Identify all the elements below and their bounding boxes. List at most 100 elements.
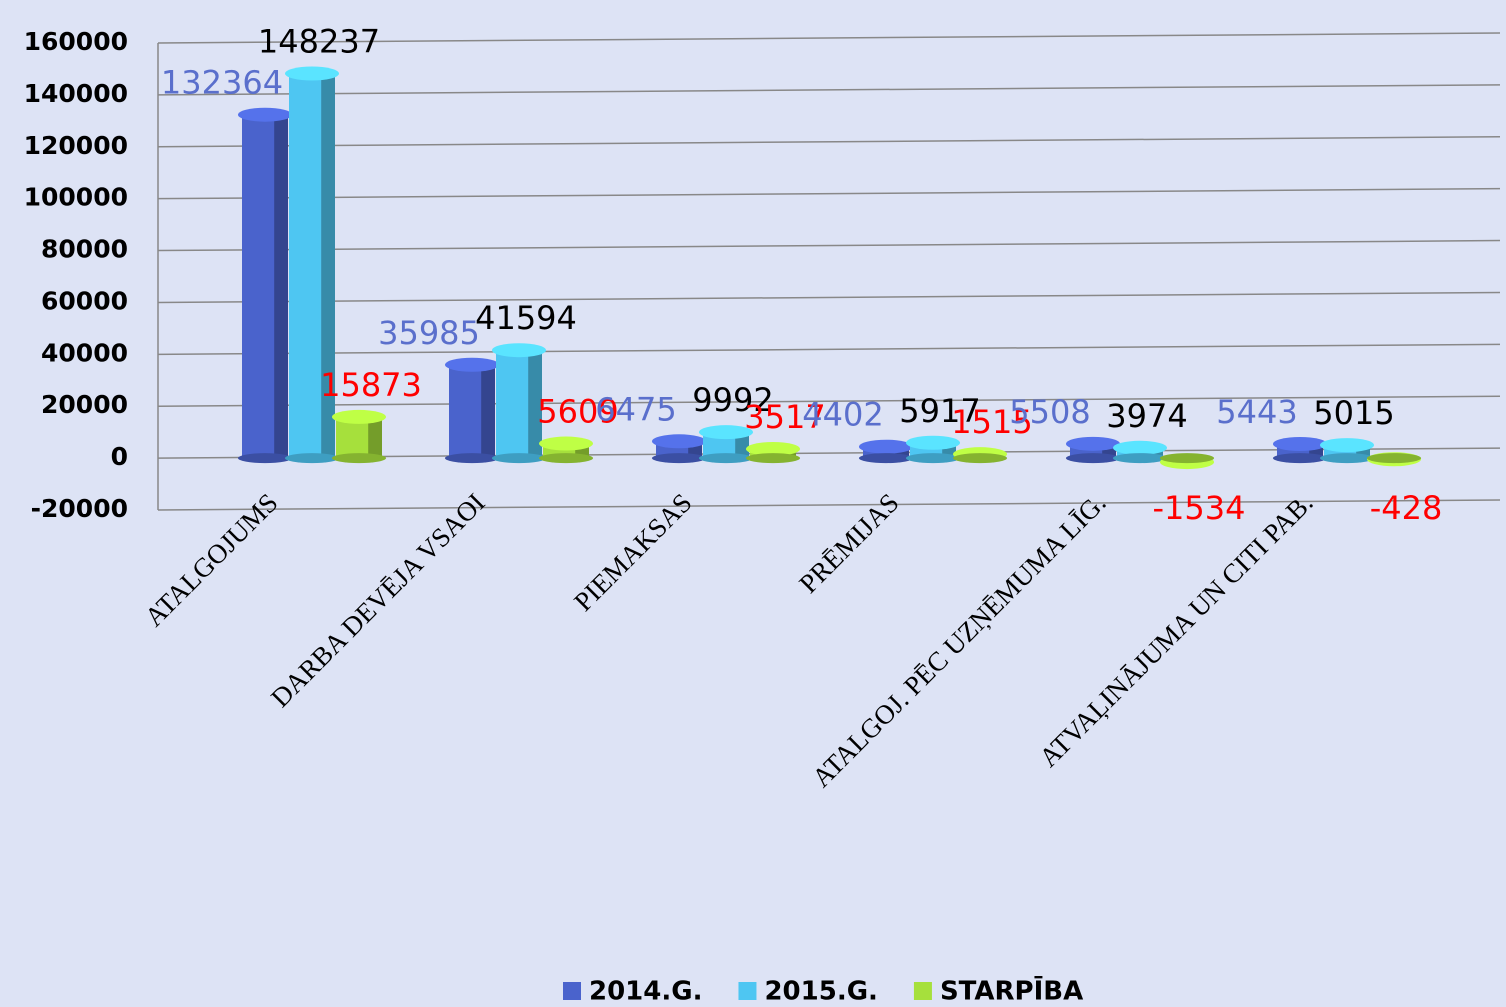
legend-label: STARPĪBA <box>940 975 1083 1007</box>
bar-base <box>492 453 546 464</box>
data-label: 132364 <box>161 64 283 102</box>
bar-cap <box>699 425 753 440</box>
bar-base <box>746 453 800 464</box>
bar <box>332 409 386 464</box>
grid-line <box>157 499 1501 511</box>
grid-line <box>157 32 1501 44</box>
bar <box>746 441 800 464</box>
bar-base <box>1160 453 1214 464</box>
y-tick-label: 0 <box>111 442 128 471</box>
data-label: 5508 <box>1009 393 1090 431</box>
bar <box>1160 453 1214 470</box>
bar-cap <box>332 409 386 424</box>
y-tick-label: -20000 <box>31 494 128 523</box>
y-tick-label: 60000 <box>41 286 128 315</box>
grid-line <box>157 291 1501 304</box>
bar-base <box>1113 453 1167 464</box>
bar-cap <box>1273 436 1327 451</box>
bar-cap <box>859 439 913 454</box>
bar-base <box>1066 453 1120 464</box>
data-label: -428 <box>1370 489 1443 527</box>
y-tick-label: 120000 <box>24 131 128 160</box>
bar <box>492 343 546 464</box>
bar-cap <box>238 107 292 122</box>
bar-shade <box>481 364 495 459</box>
bar-cap <box>445 357 499 372</box>
bar <box>539 436 593 464</box>
grid-line <box>157 343 1501 356</box>
bar-base <box>859 453 913 464</box>
bar <box>1113 440 1167 464</box>
data-label: 1515 <box>951 403 1032 441</box>
y-tick-label: 40000 <box>41 338 128 367</box>
bar <box>285 66 339 464</box>
grid-line <box>157 239 1501 252</box>
bar <box>699 425 753 464</box>
bar-base <box>1367 453 1421 464</box>
y-tick-label: 160000 <box>24 27 128 56</box>
bar-cap <box>492 343 546 358</box>
bar <box>1367 452 1421 467</box>
bar <box>1320 438 1374 464</box>
bar-shade <box>274 114 288 459</box>
bar-base <box>332 453 386 464</box>
bar-shade <box>321 73 335 459</box>
bar-cap <box>1113 440 1167 455</box>
data-label: -1534 <box>1153 489 1246 527</box>
bar <box>652 434 706 464</box>
bar-cap <box>1320 438 1374 453</box>
data-label: 3517 <box>744 398 825 436</box>
grid-line <box>157 136 1501 148</box>
legend-label: 2014.G. <box>589 977 702 1007</box>
legend-label: 2015.G. <box>764 977 877 1007</box>
data-label: 35985 <box>378 314 480 352</box>
data-label: 148237 <box>258 23 380 61</box>
bar-cap <box>539 436 593 451</box>
legend-swatch <box>913 982 932 1000</box>
bar <box>238 107 292 464</box>
bar-shade <box>368 416 382 459</box>
grid-line <box>157 84 1501 96</box>
bar-base <box>445 453 499 464</box>
bar-base <box>1273 453 1327 464</box>
y-tick-label: 100000 <box>24 183 128 212</box>
y-tick-label: 20000 <box>41 390 128 419</box>
bar-cap <box>906 435 960 450</box>
bar-shade <box>895 446 909 459</box>
legend-swatch <box>738 982 757 1000</box>
bar-base <box>539 453 593 464</box>
legend-swatch <box>563 982 581 1000</box>
bar-cap <box>652 434 706 449</box>
data-label: 3974 <box>1106 397 1187 435</box>
bar-base <box>699 453 753 464</box>
bar-base <box>953 453 1007 464</box>
data-label: 9992 <box>692 381 773 419</box>
x-tick-label: DARBA DEVĒJA VSAOI <box>265 487 491 713</box>
y-tick-label: 140000 <box>24 79 128 108</box>
data-label: 6475 <box>595 390 676 428</box>
bar-base <box>238 453 292 464</box>
bar-cap <box>285 66 339 81</box>
grid-line <box>157 395 1501 407</box>
data-label: 5609 <box>537 393 618 431</box>
bar-shade <box>528 350 542 459</box>
bar-base <box>1320 453 1374 464</box>
bar <box>859 439 913 464</box>
bar-shade <box>735 432 749 459</box>
data-label: 41594 <box>475 299 577 337</box>
data-label: 5443 <box>1216 393 1297 431</box>
bar-cap <box>746 441 800 456</box>
bar <box>1066 436 1120 464</box>
y-tick-label: 80000 <box>41 235 128 264</box>
bar-cap <box>1066 436 1120 451</box>
bar-base <box>652 453 706 464</box>
data-label: 5015 <box>1313 394 1394 432</box>
bar <box>445 357 499 464</box>
bar-base <box>906 453 960 464</box>
bar <box>953 447 1007 464</box>
data-label: 4402 <box>802 396 883 434</box>
bar <box>906 435 960 464</box>
grid-line <box>157 187 1501 200</box>
bar <box>1273 436 1327 464</box>
